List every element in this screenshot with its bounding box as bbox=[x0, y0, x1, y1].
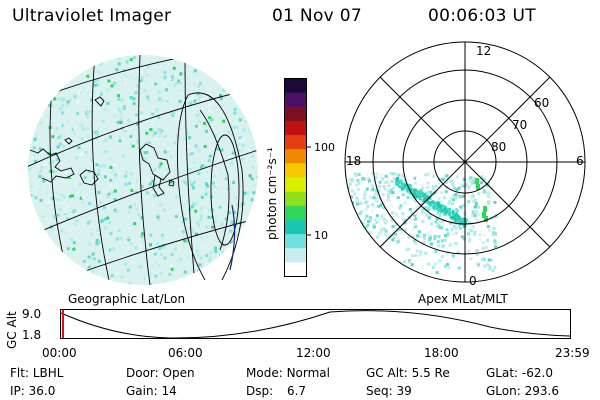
orbit-altitude-plot bbox=[60, 309, 571, 339]
altitude-curve bbox=[60, 310, 571, 339]
info-gc-alt: GC Alt: 5.5 Re bbox=[366, 366, 450, 380]
info-mode: Mode: Normal bbox=[246, 366, 330, 380]
info-glon: GLon: 293.6 bbox=[486, 384, 559, 398]
timeline-xtick-0600: 06:00 bbox=[168, 346, 203, 360]
image-date: 01 Nov 07 bbox=[272, 6, 362, 26]
timeline-axis-label: GC Alt bbox=[5, 311, 19, 349]
timeline-xtick-2359: 23:59 bbox=[555, 346, 590, 360]
info-seq: Seq: 39 bbox=[366, 384, 412, 398]
info-filter: Flt: LBHL bbox=[10, 366, 64, 380]
image-time: 00:06:03 UT bbox=[428, 6, 536, 26]
mlat-label-60: 60 bbox=[534, 96, 550, 110]
polar-grid bbox=[344, 41, 586, 283]
mlt-label-0: 0 bbox=[469, 274, 477, 288]
mlt-label-12: 12 bbox=[476, 44, 492, 58]
polar-image bbox=[344, 41, 586, 283]
left-panel-caption: Geographic Lat/Lon bbox=[68, 292, 186, 306]
mlat-label-70: 70 bbox=[512, 118, 528, 132]
image-title: Ultraviolet Imager bbox=[12, 6, 172, 26]
info-glat: GLat: -62.0 bbox=[486, 366, 553, 380]
info-dsp: Dsp: 6.7 bbox=[246, 384, 307, 398]
colorbar-unit-label: photon cm⁻²s⁻¹ bbox=[265, 147, 279, 240]
colorbar bbox=[284, 78, 311, 277]
terminator-line bbox=[229, 204, 236, 271]
info-door: Door: Open bbox=[126, 366, 195, 380]
mlat-label-80: 80 bbox=[491, 140, 507, 154]
view-outline bbox=[176, 92, 244, 281]
right-panel-caption: Apex MLat/MLT bbox=[418, 292, 508, 306]
timeline-ytick-low: 1.8 bbox=[22, 328, 42, 342]
colorbar-tick-10: 10 bbox=[314, 229, 328, 242]
colorbar-tick-100: 100 bbox=[314, 141, 335, 154]
mlt-label-18: 18 bbox=[346, 154, 362, 168]
timeline-xtick-1200: 12:00 bbox=[296, 346, 331, 360]
info-ip: IP: 36.0 bbox=[10, 384, 56, 398]
timeline-xtick-0000: 00:00 bbox=[42, 346, 77, 360]
timeline-xtick-1800: 18:00 bbox=[424, 346, 459, 360]
timeline-ytick-high: 9.0 bbox=[22, 307, 42, 321]
coastlines bbox=[29, 96, 175, 197]
mlt-label-6: 6 bbox=[576, 154, 584, 168]
info-gain: Gain: 14 bbox=[126, 384, 177, 398]
